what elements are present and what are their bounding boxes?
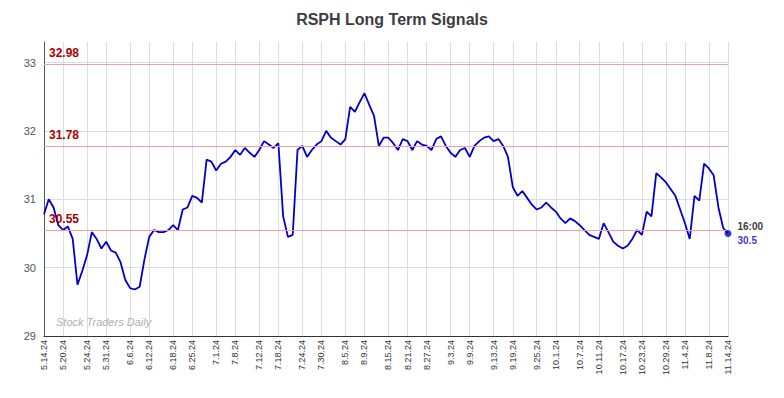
svg-text:8.15.24: 8.15.24 bbox=[383, 340, 393, 370]
svg-text:30: 30 bbox=[24, 262, 36, 274]
svg-text:31: 31 bbox=[24, 193, 36, 205]
svg-text:8.5.24: 8.5.24 bbox=[340, 340, 350, 365]
svg-text:33: 33 bbox=[24, 57, 36, 69]
svg-text:9.25.24: 9.25.24 bbox=[532, 340, 542, 370]
svg-text:11.4.24: 11.4.24 bbox=[680, 340, 690, 369]
svg-text:32: 32 bbox=[24, 125, 36, 137]
svg-text:8.9.24: 8.9.24 bbox=[359, 340, 369, 365]
svg-text:6.12.24: 6.12.24 bbox=[144, 340, 154, 370]
svg-text:11.14.24: 11.14.24 bbox=[723, 340, 733, 374]
svg-text:7.18.24: 7.18.24 bbox=[273, 340, 283, 370]
svg-text:7.8.24: 7.8.24 bbox=[230, 340, 240, 365]
svg-text:8.21.24: 8.21.24 bbox=[403, 340, 413, 370]
svg-text:29: 29 bbox=[24, 330, 36, 342]
svg-text:5.20.24: 5.20.24 bbox=[58, 340, 68, 370]
svg-text:10.7.24: 10.7.24 bbox=[575, 340, 585, 370]
svg-text:32.98: 32.98 bbox=[49, 46, 79, 60]
svg-text:9.3.24: 9.3.24 bbox=[446, 340, 456, 365]
svg-text:11.8.24: 11.8.24 bbox=[704, 340, 714, 369]
svg-text:7.24.24: 7.24.24 bbox=[297, 340, 307, 370]
svg-text:10.11.24: 10.11.24 bbox=[594, 340, 604, 374]
svg-text:7.1.24: 7.1.24 bbox=[211, 340, 221, 365]
svg-text:5.31.24: 5.31.24 bbox=[101, 340, 111, 370]
svg-text:31.78: 31.78 bbox=[49, 128, 79, 142]
svg-text:30.5: 30.5 bbox=[738, 235, 758, 246]
svg-text:10.29.24: 10.29.24 bbox=[661, 340, 671, 375]
svg-text:30.55: 30.55 bbox=[49, 212, 79, 226]
svg-text:7.12.24: 7.12.24 bbox=[254, 340, 264, 370]
svg-text:16:00: 16:00 bbox=[738, 221, 764, 232]
svg-text:6.6.24: 6.6.24 bbox=[125, 340, 135, 365]
svg-text:6.18.24: 6.18.24 bbox=[168, 340, 178, 370]
svg-text:10.1.24: 10.1.24 bbox=[551, 340, 561, 370]
svg-text:10.23.24: 10.23.24 bbox=[637, 340, 647, 375]
svg-text:9.13.24: 9.13.24 bbox=[489, 340, 499, 370]
svg-text:Stock Traders Daily: Stock Traders Daily bbox=[56, 316, 153, 328]
svg-text:7.30.24: 7.30.24 bbox=[316, 340, 326, 370]
svg-text:5.14.24: 5.14.24 bbox=[39, 340, 49, 370]
svg-text:9.19.24: 9.19.24 bbox=[508, 340, 518, 370]
svg-text:6.25.24: 6.25.24 bbox=[187, 340, 197, 370]
svg-text:10.17.24: 10.17.24 bbox=[618, 340, 628, 375]
svg-text:8.27.24: 8.27.24 bbox=[422, 340, 432, 370]
svg-text:RSPH Long Term Signals: RSPH Long Term Signals bbox=[296, 11, 488, 28]
svg-text:5.24.24: 5.24.24 bbox=[82, 340, 92, 370]
svg-text:9.9.24: 9.9.24 bbox=[465, 340, 475, 365]
